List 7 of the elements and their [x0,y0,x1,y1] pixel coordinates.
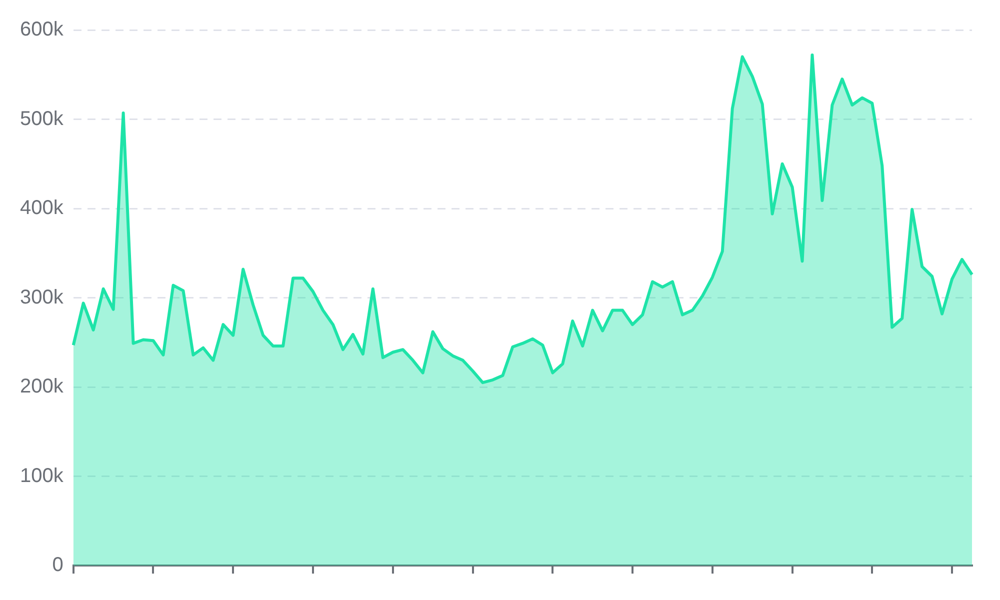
y-tick-label: 100k [20,464,64,487]
y-tick-label: 500k [20,108,64,130]
y-tick-label: 300k [20,286,64,308]
y-tick-label: 0 [52,554,64,576]
y-tick-label: 200k [20,376,64,398]
y-tick-label: 600k [20,18,64,41]
y-tick-label: 400k [20,197,64,220]
